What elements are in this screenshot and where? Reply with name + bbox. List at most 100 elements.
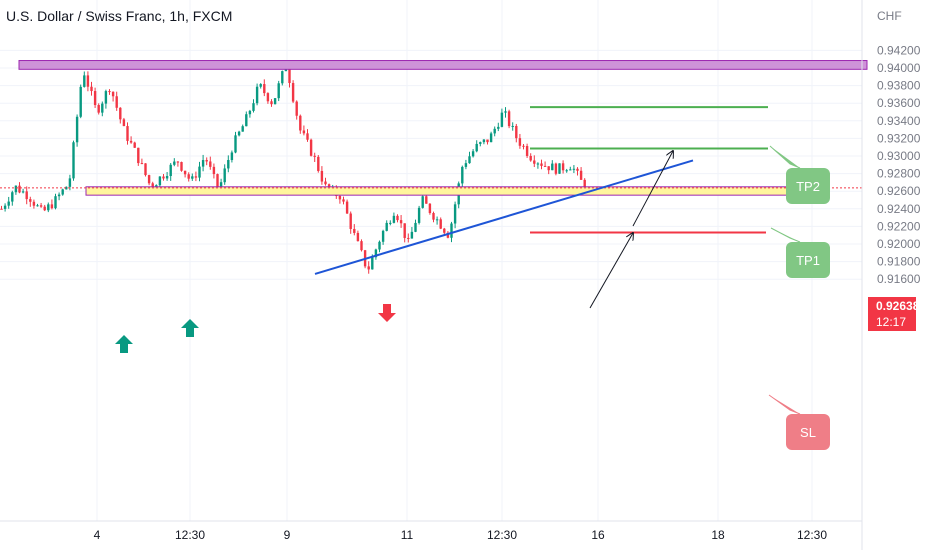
price-tick-label: 0.93200: [877, 131, 921, 145]
candle-body: [219, 182, 223, 190]
candle-body: [93, 91, 97, 106]
candle-body: [43, 206, 46, 211]
candle-body: [180, 162, 183, 171]
candle-body: [551, 163, 554, 171]
candle-body: [407, 237, 410, 239]
candle-body: [0, 208, 3, 210]
candle-body: [137, 147, 140, 164]
sell-signal-arrow: [378, 304, 396, 322]
candle-body: [525, 146, 529, 156]
candle-body: [518, 138, 522, 146]
candle-body: [50, 204, 54, 209]
candle-body: [435, 219, 439, 221]
price-tick-label: 0.92600: [877, 184, 921, 198]
candle-body: [248, 110, 252, 115]
candle-body: [183, 170, 187, 175]
chart-grid: [0, 0, 862, 521]
candle-body: [25, 191, 28, 200]
symbol-title: U.S. Dollar / Swiss Franc, 1h, FXCM: [6, 8, 233, 24]
time-tick-label: 12:30: [487, 528, 517, 542]
candle-body: [147, 175, 151, 184]
candle-body: [281, 71, 284, 84]
candle-body: [533, 160, 536, 164]
candle-body: [450, 223, 453, 238]
candle-body: [245, 114, 248, 127]
candle-body: [176, 161, 180, 163]
candle-body: [126, 126, 129, 141]
candle-body: [273, 98, 277, 105]
current-price-badge: 0.92638 12:17: [868, 297, 920, 331]
candle-body: [194, 176, 198, 178]
candle-body: [583, 179, 586, 192]
candle-body: [263, 84, 266, 94]
candle-body: [515, 125, 518, 139]
callout-pointer: [769, 145, 801, 169]
candle-body: [529, 155, 532, 161]
callout-label: TP1: [796, 253, 820, 268]
candle-body: [11, 192, 14, 202]
price-tick-label: 0.93800: [877, 79, 921, 93]
candle-body: [237, 131, 241, 136]
price-tick-label: 0.93000: [877, 149, 921, 163]
candle-body: [306, 133, 309, 140]
candle-body: [324, 181, 327, 185]
candle-body: [349, 213, 352, 229]
candle-body: [230, 152, 234, 161]
candle-body: [367, 266, 370, 270]
candle-body: [558, 163, 561, 174]
price-tick-label: 0.92200: [877, 219, 921, 233]
candle-body: [223, 168, 226, 183]
candle-body: [7, 201, 10, 206]
candle-body: [342, 199, 345, 202]
current-price: 0.92638: [876, 299, 920, 313]
candle-body: [511, 125, 514, 127]
callout-pointer: [768, 394, 801, 415]
candle-body: [252, 103, 255, 111]
candle-body: [446, 232, 450, 238]
candle-body: [291, 83, 295, 102]
candle-body: [392, 215, 396, 223]
candlestick-series: [0, 63, 586, 274]
candle-body: [241, 126, 244, 132]
candle-body: [399, 220, 403, 224]
candle-body: [129, 140, 133, 143]
candle-body: [212, 166, 216, 175]
candle-body: [140, 163, 144, 165]
candle-body: [547, 166, 550, 171]
candle-body: [507, 111, 511, 127]
callout-label: TP2: [796, 179, 820, 194]
candle-body: [421, 196, 424, 208]
price-tick-label: 0.93400: [877, 114, 921, 128]
candle-body: [54, 196, 57, 209]
candle-body: [338, 195, 342, 200]
price-axis-unit: CHF: [877, 9, 902, 23]
candle-body: [266, 93, 270, 102]
candle-body: [554, 163, 558, 174]
candle-body: [471, 151, 475, 157]
candle-body: [565, 170, 568, 172]
candle-body: [475, 143, 478, 152]
callout-label: SL: [800, 425, 816, 440]
candle-body: [540, 163, 543, 166]
buy-signal-arrow-1: [115, 335, 133, 353]
candle-body: [385, 222, 388, 231]
candle-body: [576, 168, 579, 171]
time-tick-label: 9: [284, 528, 291, 542]
candle-body: [216, 174, 219, 190]
price-tick-label: 0.94200: [877, 43, 921, 57]
candle-body: [313, 155, 316, 157]
candle-body: [288, 67, 291, 84]
bar-countdown: 12:17: [876, 315, 907, 329]
candle-body: [277, 83, 280, 99]
buy-signal-arrow-2: [181, 319, 199, 337]
callout-box: [786, 414, 830, 450]
candle-body: [111, 91, 115, 97]
candle-body: [579, 170, 583, 180]
sl-callout: SL: [768, 394, 830, 450]
candle-body: [403, 223, 406, 238]
candle-body: [90, 86, 93, 92]
candle-body: [227, 160, 230, 169]
candle-body: [205, 160, 208, 162]
candle-body: [317, 156, 320, 171]
